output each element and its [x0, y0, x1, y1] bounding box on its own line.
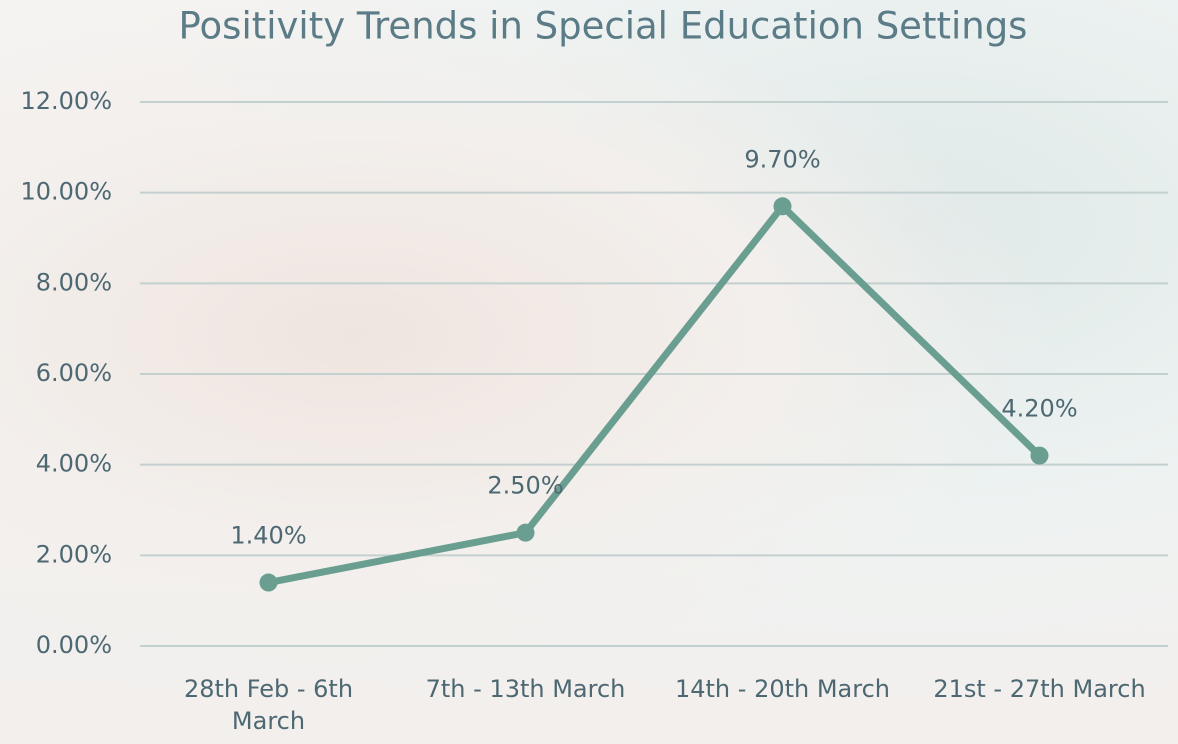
data-point [773, 197, 792, 216]
data-label: 9.70% [744, 145, 820, 173]
y-tick-label: 12.00% [20, 87, 112, 115]
data-point [1030, 446, 1049, 465]
data-label: 4.20% [1001, 395, 1077, 423]
y-tick-label: 2.00% [36, 540, 112, 568]
y-tick-label: 8.00% [36, 268, 112, 296]
data-label: 2.50% [487, 472, 563, 500]
x-tick-label: 28th Feb - 6th March [183, 675, 354, 735]
y-tick-label: 10.00% [20, 178, 112, 206]
x-tick-label: 7th - 13th March [425, 675, 626, 703]
x-tick-label: 14th - 20th March [674, 675, 891, 703]
data-point [259, 573, 278, 592]
chart-title: Positivity Trends in Special Education S… [179, 5, 1028, 48]
y-tick-label: 6.00% [36, 359, 112, 387]
x-tick-label: 21st - 27th March [933, 675, 1146, 703]
y-tick-label: 4.00% [36, 450, 112, 478]
data-line [267, 202, 1042, 586]
data-label: 1.40% [230, 522, 306, 550]
y-tick-label: 0.00% [36, 631, 112, 659]
data-point [516, 523, 535, 542]
